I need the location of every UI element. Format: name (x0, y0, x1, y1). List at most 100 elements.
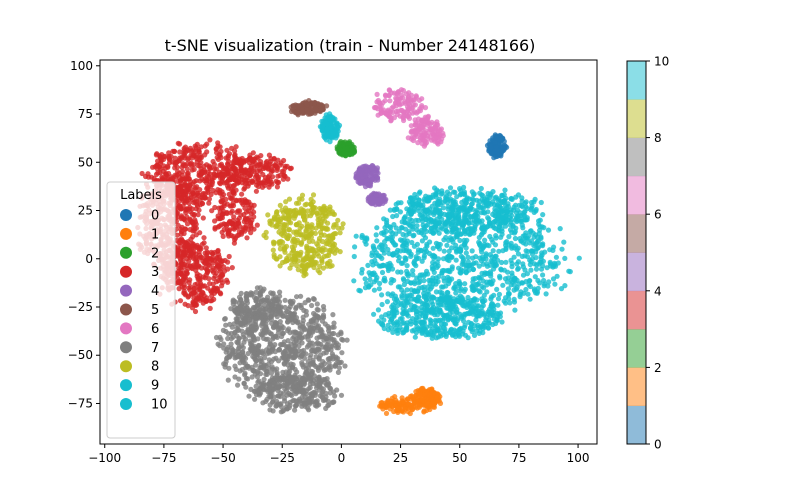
data-point (383, 93, 389, 99)
data-point (411, 279, 418, 285)
data-point (159, 177, 165, 183)
data-point (538, 234, 544, 240)
data-point (314, 306, 320, 313)
data-point (217, 334, 223, 340)
data-point (251, 350, 257, 356)
data-point (534, 245, 540, 252)
data-point (224, 167, 231, 173)
data-point (505, 204, 511, 210)
data-point (454, 210, 460, 216)
data-point (493, 253, 499, 259)
data-point (251, 214, 257, 220)
data-point (429, 306, 435, 312)
data-point (212, 273, 218, 279)
data-point (499, 319, 505, 325)
data-point (285, 235, 291, 242)
data-point (181, 284, 187, 290)
data-point (512, 235, 519, 242)
data-point (439, 216, 445, 222)
data-point (427, 317, 433, 323)
data-point (465, 294, 471, 301)
data-point (251, 156, 257, 162)
data-point (427, 239, 433, 245)
data-point (336, 359, 342, 366)
data-point (430, 266, 437, 272)
data-point (332, 250, 338, 256)
data-point (457, 326, 463, 332)
data-point (501, 199, 507, 205)
data-point (327, 386, 334, 392)
data-point (426, 194, 432, 200)
data-point (278, 326, 284, 332)
data-point (404, 287, 410, 293)
data-point (389, 276, 395, 283)
data-point (479, 249, 485, 255)
data-point (509, 264, 515, 270)
data-point (393, 231, 399, 237)
data-point (313, 354, 319, 360)
data-point (263, 229, 269, 235)
data-point (510, 207, 517, 213)
data-point (323, 405, 329, 411)
data-point (439, 188, 445, 194)
data-point (216, 251, 222, 257)
data-point (309, 344, 315, 350)
data-point (430, 399, 436, 405)
data-point (371, 311, 377, 317)
data-point (390, 250, 396, 257)
data-point (307, 326, 313, 332)
data-point (422, 392, 428, 398)
data-point (417, 319, 424, 325)
data-point (223, 359, 229, 365)
data-point (525, 291, 531, 297)
data-point (294, 389, 300, 395)
data-point (195, 275, 202, 281)
data-point (155, 158, 161, 164)
data-point (471, 309, 477, 315)
data-point (445, 219, 452, 225)
data-point (398, 87, 404, 93)
data-point (283, 199, 289, 205)
data-point (374, 225, 380, 231)
data-point (331, 211, 337, 217)
data-point (340, 221, 346, 227)
data-point (421, 278, 427, 284)
data-point (373, 250, 379, 256)
data-point (478, 258, 484, 264)
data-point (411, 243, 417, 249)
data-point (523, 241, 529, 247)
data-point (439, 284, 445, 290)
data-point (378, 242, 384, 248)
data-point (236, 336, 242, 342)
data-point (398, 225, 404, 231)
data-point (210, 251, 216, 257)
data-point (208, 191, 214, 198)
data-point (444, 242, 450, 248)
data-point (424, 310, 431, 316)
data-point (469, 326, 475, 332)
data-point (174, 172, 180, 178)
data-point (264, 369, 270, 375)
data-point (453, 290, 459, 296)
data-point (404, 263, 410, 269)
data-point (414, 195, 420, 201)
data-point (408, 205, 414, 211)
data-point (402, 214, 408, 220)
data-point (401, 117, 407, 124)
data-point (463, 250, 469, 256)
data-point (518, 289, 524, 295)
data-point (469, 196, 475, 202)
data-point (268, 167, 275, 173)
data-point (523, 204, 529, 210)
data-point (203, 257, 209, 263)
data-point (286, 196, 293, 202)
data-point (178, 226, 184, 232)
data-point (308, 352, 314, 358)
data-point (175, 222, 181, 228)
data-point (514, 247, 520, 253)
data-point (327, 247, 334, 253)
data-point (473, 254, 479, 260)
data-point (527, 283, 534, 290)
data-point (527, 261, 533, 268)
data-point (287, 304, 293, 310)
